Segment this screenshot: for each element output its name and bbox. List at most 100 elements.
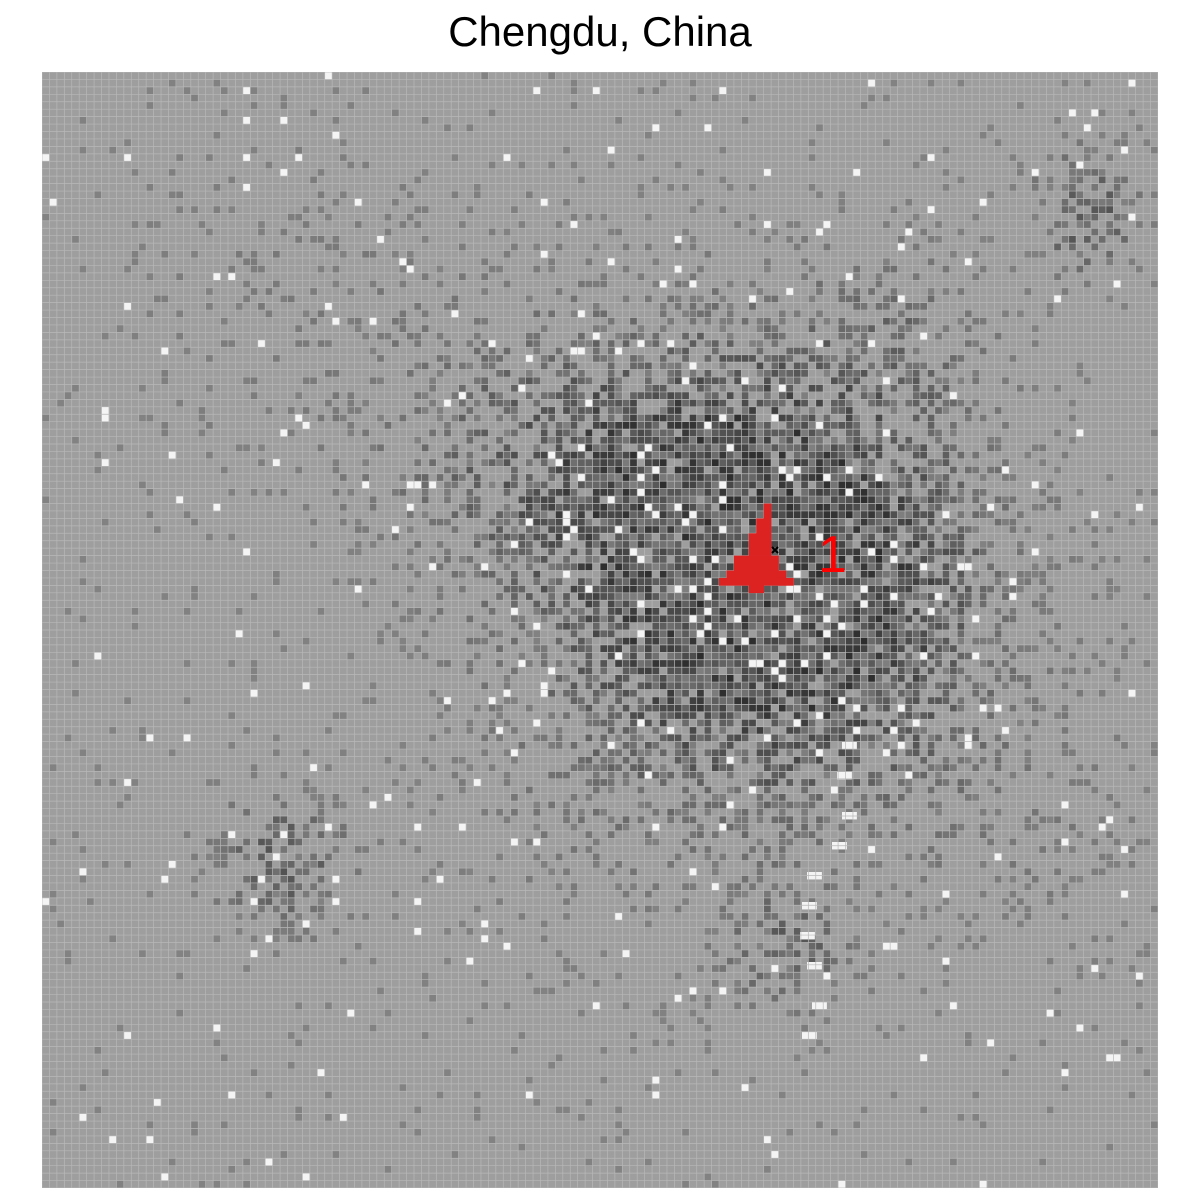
density-cell: [860, 637, 869, 646]
density-cell: [1143, 592, 1151, 601]
density-cell: [852, 436, 861, 445]
density-cell: [838, 421, 846, 430]
density-cell: [533, 622, 541, 631]
density-cell: [934, 607, 943, 616]
density-cell: [652, 384, 660, 393]
density-cell: [815, 592, 824, 601]
density-cell: [1105, 525, 1114, 534]
density-cell: [771, 659, 779, 668]
density-cell: [800, 272, 809, 281]
density-cell: [525, 354, 534, 363]
density-cell: [510, 406, 519, 415]
density-cell: [644, 577, 653, 586]
density-cell: [666, 659, 675, 668]
density-cell: [540, 555, 549, 564]
density-cell: [1053, 384, 1062, 393]
density-cell: [1105, 935, 1114, 943]
density-cell: [741, 421, 749, 430]
density-cell: [361, 399, 370, 407]
density-cell: [1091, 109, 1099, 117]
density-cell: [897, 667, 906, 675]
density-cell: [733, 734, 742, 742]
density-cell: [808, 436, 816, 445]
density-cell: [763, 258, 772, 266]
density-cell: [637, 518, 645, 527]
density-cell: [503, 719, 511, 727]
density-cell: [302, 310, 311, 318]
density-cell: [927, 384, 935, 393]
density-cell: [823, 496, 831, 504]
density-cell: [1128, 1091, 1136, 1099]
density-cell: [659, 362, 668, 370]
density-cell: [1113, 555, 1121, 564]
density-cell: [771, 763, 779, 772]
density-cell: [652, 696, 660, 705]
density-cell: [228, 339, 236, 348]
density-cell: [756, 362, 764, 370]
density-cell: [793, 607, 802, 616]
density-cell: [689, 458, 697, 467]
density-cell: [510, 838, 519, 846]
density-cell: [823, 1016, 831, 1025]
density-cell: [1031, 444, 1040, 452]
density-cell: [525, 503, 534, 512]
density-cell: [830, 644, 839, 653]
density-cell: [391, 630, 400, 638]
density-cell: [763, 399, 772, 407]
density-cell: [733, 220, 742, 229]
density-cell: [339, 250, 348, 259]
density-cell: [1061, 749, 1069, 757]
density-cell: [161, 429, 169, 437]
density-cell: [689, 436, 697, 445]
density-cell: [391, 250, 400, 259]
density-cell: [1031, 570, 1040, 579]
density-cell: [250, 146, 258, 155]
density-cell: [808, 265, 816, 274]
density-cell: [815, 570, 824, 579]
density-cell: [979, 696, 988, 705]
density-cell: [614, 644, 623, 653]
density-cell: [823, 689, 831, 698]
density-cell: [674, 496, 683, 504]
density-cell: [600, 444, 608, 452]
density-cell: [905, 220, 913, 229]
density-cell: [525, 295, 534, 303]
density-cell: [778, 682, 787, 690]
density-cell: [756, 793, 764, 802]
density-cell: [852, 444, 861, 452]
density-cell: [637, 540, 645, 549]
density-cell: [659, 682, 668, 690]
density-cell: [466, 124, 474, 132]
density-cell: [704, 436, 712, 445]
density-cell: [942, 168, 950, 177]
density-cell: [786, 726, 794, 735]
density-cell: [719, 205, 727, 214]
density-cell: [436, 696, 444, 705]
density-cell: [771, 801, 779, 809]
density-cell: [890, 600, 898, 608]
density-cell: [890, 466, 898, 474]
density-cell: [480, 570, 489, 579]
density-cell: [488, 726, 497, 735]
density-cell: [763, 1165, 772, 1174]
density-cell: [756, 711, 764, 720]
density-cell: [689, 667, 697, 675]
density-cell: [1105, 473, 1114, 482]
density-cell: [756, 704, 764, 713]
density-cell: [607, 756, 616, 765]
density-cell: [510, 756, 519, 765]
density-cell: [867, 399, 876, 407]
density-cell: [585, 525, 593, 534]
density-cell: [972, 496, 980, 504]
density-cell: [823, 667, 831, 675]
density-cell: [555, 347, 563, 355]
density-cell: [495, 555, 504, 564]
density-cell: [666, 711, 675, 720]
density-cell: [875, 890, 883, 899]
density-cell: [719, 525, 727, 534]
density-cell: [934, 853, 943, 861]
density-cell: [622, 659, 630, 668]
density-cell: [756, 317, 764, 326]
density-cell: [815, 481, 824, 489]
density-cell: [711, 682, 720, 690]
